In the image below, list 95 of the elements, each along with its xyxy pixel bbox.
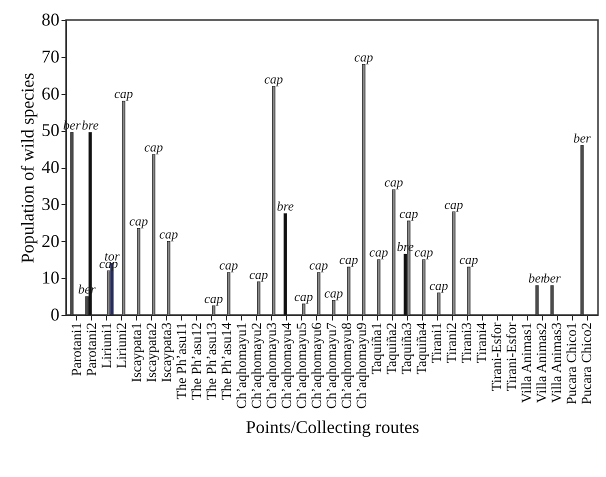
x-tick-label: Pucara Chico2 xyxy=(580,322,596,405)
text: cap xyxy=(144,140,163,155)
bar xyxy=(437,292,440,316)
bar xyxy=(467,266,470,316)
x-tick-label: Villa Animas2 xyxy=(535,322,550,403)
x-tick-label: Ch’aqhomayu3 xyxy=(264,322,280,409)
text: cap xyxy=(204,290,224,306)
bar xyxy=(122,100,126,316)
text: cap xyxy=(264,71,284,86)
bar xyxy=(377,259,380,316)
x-tick-label: Ch’aqhomayu1 xyxy=(234,322,250,409)
y-tick-label: 40 xyxy=(42,157,60,177)
text: cap xyxy=(219,258,238,273)
bar xyxy=(166,240,170,316)
y-tick-label: 20 xyxy=(42,230,60,251)
x-tick-label: Ch’aqhomayu7 xyxy=(325,322,340,409)
x-tick-label: Tirani4 xyxy=(475,322,490,364)
bar xyxy=(580,145,584,316)
bar xyxy=(392,189,396,316)
x-tick-label: The Ph’asu13 xyxy=(204,322,220,400)
bar xyxy=(362,64,366,316)
text: cap xyxy=(309,258,328,273)
x-tick-label: Iscaypata3 xyxy=(160,322,175,382)
text: cap xyxy=(429,278,448,293)
x-tick-label: Iscaypata2 xyxy=(144,322,160,382)
text: cap xyxy=(399,206,418,221)
y-tick-label: 50 xyxy=(42,120,60,140)
x-tick-label: Tirani-Esfor xyxy=(505,322,520,392)
bar xyxy=(257,282,260,316)
text: bre xyxy=(276,198,294,214)
x-tick-label: Tirani3 xyxy=(460,322,476,364)
y-tick-label: 60 xyxy=(42,83,60,104)
x-tick-label: Ch’aqhomayu4 xyxy=(280,322,295,409)
x-tick-label: Taquiña1 xyxy=(370,322,386,374)
bar xyxy=(136,228,140,316)
y-tick-label: 80 xyxy=(42,10,60,30)
bar xyxy=(284,213,287,316)
y-tick-label: 70 xyxy=(42,46,60,66)
text: ber xyxy=(528,270,546,286)
x-axis-title: Points/Collecting routes xyxy=(246,416,420,437)
x-tick-label: Tirani1 xyxy=(430,322,446,364)
text: cap xyxy=(459,252,478,268)
x-tick-label: The Ph’asu11 xyxy=(174,322,190,400)
y-tick-label: 0 xyxy=(50,304,60,324)
y-tick-label: 30 xyxy=(42,194,60,214)
bar xyxy=(422,259,426,316)
bar xyxy=(226,272,230,316)
y-tick-label: 10 xyxy=(42,268,60,288)
x-tick-label: Ch’aqhomayu2 xyxy=(250,322,265,409)
x-tick-label: Parotani1 xyxy=(70,322,85,376)
bar xyxy=(347,266,350,316)
x-tick-label: Pucara Chico1 xyxy=(565,322,580,405)
series-label: tor xyxy=(104,248,120,264)
x-tick-label: Ch’aqhomayu6 xyxy=(310,322,325,409)
bar xyxy=(302,304,306,316)
bar xyxy=(535,285,539,316)
x-tick-label: Iscaypata1 xyxy=(130,322,145,382)
text: cap xyxy=(339,252,358,268)
text: cap xyxy=(414,244,434,260)
text: cap xyxy=(384,174,404,190)
x-tick-label: Tirani2 xyxy=(445,322,460,364)
text: cap xyxy=(159,226,178,242)
series-label: cap xyxy=(249,266,269,282)
bar xyxy=(272,86,276,316)
x-tick-label: Ch’aqhomayu9 xyxy=(355,322,370,409)
bar xyxy=(212,305,216,316)
x-tick-label: Tirani-Esfor xyxy=(490,322,506,392)
text: cap xyxy=(444,196,464,212)
x-tick-label: Ch’aqhomayu5 xyxy=(294,322,310,409)
text: cap xyxy=(294,288,314,304)
text: cap xyxy=(129,213,148,228)
text: ber xyxy=(573,130,591,146)
x-tick-label: Liriuni2 xyxy=(114,322,130,368)
text: cap xyxy=(114,86,133,102)
x-tick-label: Villa Animas1 xyxy=(520,322,536,403)
x-tick-label: Taquiña2 xyxy=(385,322,400,374)
bar xyxy=(452,211,456,316)
x-tick-label: Taquiña4 xyxy=(415,322,430,374)
bar xyxy=(70,132,74,316)
x-tick-label: Taquiña3 xyxy=(400,322,416,374)
x-tick-label: Liriuni1 xyxy=(100,322,115,368)
series-label: bre xyxy=(82,117,99,132)
x-tick-label: Parotani2 xyxy=(84,322,100,376)
x-tick-label: The Ph’asu12 xyxy=(190,322,205,400)
x-tick-label: Villa Animas3 xyxy=(550,322,566,403)
bar xyxy=(317,272,320,316)
bar xyxy=(332,300,336,316)
text: cap xyxy=(354,49,374,64)
text: cap xyxy=(324,285,344,300)
bar xyxy=(550,285,554,316)
text: cap xyxy=(369,244,388,260)
x-tick-label: Ch’aqhomayu8 xyxy=(340,322,356,409)
bar xyxy=(152,154,156,316)
x-tick-label: The Ph’asu14 xyxy=(220,322,235,400)
y-axis-title: Population of wild species xyxy=(18,72,38,264)
